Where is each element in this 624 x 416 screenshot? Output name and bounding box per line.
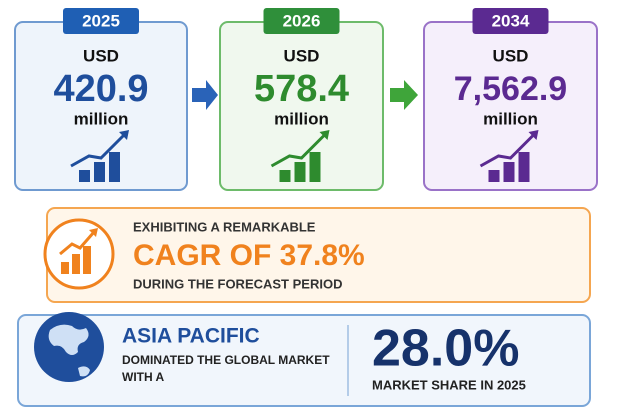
unit: million [274, 109, 329, 128]
icon-bar [79, 170, 90, 182]
region-box [17, 314, 591, 407]
unit: million [483, 109, 538, 128]
currency: USD [83, 46, 119, 65]
icon-trend [479, 132, 536, 168]
cagr-trend [59, 231, 96, 256]
region-line: DOMINATED THE GLOBAL MARKET [122, 353, 330, 367]
globe-land [48, 324, 90, 377]
year-badge [263, 8, 340, 34]
arrow [192, 80, 218, 110]
region-share: 28.0% [372, 320, 519, 378]
value: 7,562.9 [454, 70, 567, 108]
cagr-headline: CAGR OF 37.8% [133, 239, 365, 272]
year: 2025 [82, 11, 120, 30]
icon-arrowhead [119, 130, 129, 140]
currency: USD [284, 46, 320, 65]
unit: million [74, 109, 129, 128]
region-share-label: MARKET SHARE IN 2025 [372, 377, 526, 392]
year: 2026 [283, 11, 321, 30]
currency: USD [493, 46, 529, 65]
icon-trend [270, 132, 327, 168]
year-badge [63, 8, 139, 34]
icon-bar [518, 152, 530, 182]
cagr-note: DURING THE FORECAST PERIOD [133, 276, 342, 291]
year: 2034 [492, 11, 530, 30]
value: 420.9 [53, 68, 148, 110]
icon-bar [294, 162, 306, 182]
icon-bar [503, 162, 515, 182]
icon-arrowhead [528, 130, 539, 140]
year-badge [472, 8, 549, 34]
icon-bar [488, 170, 500, 182]
icon-bar [309, 152, 321, 182]
cagr-intro: EXHIBITING A REMARKABLE [133, 219, 316, 234]
icon-arrowhead [319, 130, 330, 140]
icon-bar [279, 170, 291, 182]
region-line: WITH A [122, 370, 165, 384]
value: 578.4 [254, 68, 349, 110]
cagr-bars [61, 246, 91, 274]
icon-trend [70, 132, 127, 168]
icon-bar [94, 162, 105, 182]
cagr-arrowhead [89, 228, 98, 237]
region-name: ASIA PACIFIC [122, 325, 260, 348]
arrow [390, 80, 418, 110]
icon-bar [109, 152, 120, 182]
